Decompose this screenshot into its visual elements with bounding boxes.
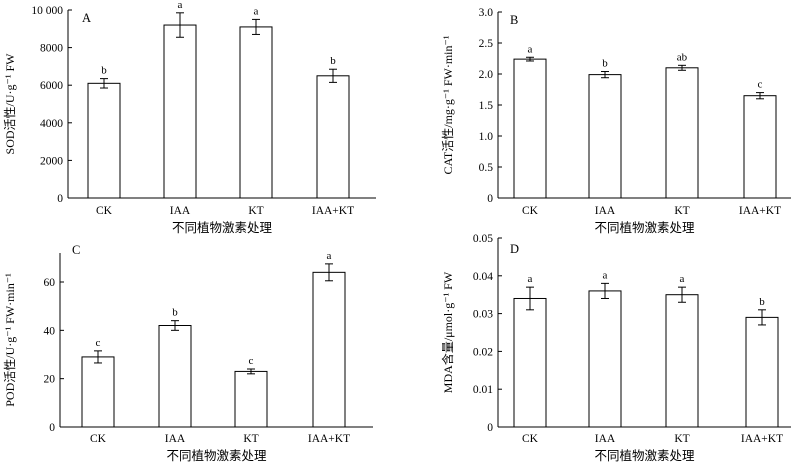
y-tick-label: 0 xyxy=(487,193,493,205)
y-tick-label: 0.04 xyxy=(473,271,493,283)
y-tick-label: 2.0 xyxy=(479,69,494,81)
y-tick-label: 0.01 xyxy=(473,384,493,396)
x-category-label: KT xyxy=(243,433,258,445)
bar-iaa-kt xyxy=(316,75,350,199)
significance-letter: a xyxy=(603,269,608,281)
x-category-label: CK xyxy=(90,433,107,445)
y-tick-label: 10 000 xyxy=(31,5,63,17)
panel-letter: D xyxy=(510,242,519,256)
x-category-label: IAA+KT xyxy=(308,433,350,445)
y-axis-label: CAT活性/mg·g⁻¹ FW·min⁻¹ xyxy=(441,35,455,174)
x-axis-label: 不同植物激素处理 xyxy=(594,448,695,463)
significance-letter: c xyxy=(249,355,254,367)
bar-kt xyxy=(665,67,699,199)
bar-iaa-kt xyxy=(312,271,346,428)
x-axis-label: 不同植物激素处理 xyxy=(166,448,267,463)
x-axis-label: 不同植物激素处理 xyxy=(594,220,695,235)
y-tick-label: 60 xyxy=(44,277,56,289)
bar-iaa xyxy=(158,325,192,428)
y-tick-label: 0 xyxy=(487,422,493,434)
significance-letter: a xyxy=(528,273,533,285)
y-tick-label: 0 xyxy=(57,193,63,205)
y-axis-label: SOD活性/U·g⁻¹ FW xyxy=(3,53,17,155)
y-tick-label: 0.03 xyxy=(473,309,493,321)
x-category-label: IAA+KT xyxy=(739,205,781,217)
significance-letter: b xyxy=(101,65,107,77)
panel-letter: B xyxy=(510,13,518,27)
panel-letter: C xyxy=(72,243,80,257)
y-tick-label: 6000 xyxy=(40,80,63,92)
x-category-label: KT xyxy=(674,205,689,217)
bar-iaa xyxy=(588,290,622,428)
panel-b-cat-chart: 0 0.5 1.0 1.5 2.0 2.5 3.0 a CK b IAA ab KT c IAA+KT 不同植… xyxy=(441,7,791,235)
x-category-label: IAA xyxy=(170,205,191,217)
bar-ck xyxy=(513,297,547,428)
y-tick-label: 2.5 xyxy=(479,38,494,50)
x-category-label: KT xyxy=(674,433,689,445)
panel-d-mda-chart: 0 0.01 0.02 0.03 0.04 0.05 a CK a IAA a KT b IAA+KT 不同… xyxy=(440,233,791,463)
y-tick-label: 20 xyxy=(44,374,56,386)
panel-a-sod-chart: 0 2000 4000 6000 8000 10 000 b CK a IAA a KT b IAA+KT… xyxy=(3,0,376,235)
significance-letter: b xyxy=(602,58,608,70)
significance-letter: b xyxy=(759,296,765,308)
x-category-label: CK xyxy=(522,433,539,445)
y-tick-label: 0 xyxy=(49,422,55,434)
x-category-label: CK xyxy=(96,205,113,217)
panel-letter: A xyxy=(82,11,91,25)
y-tick-label: 0.05 xyxy=(473,233,493,245)
bar-iaa xyxy=(163,24,197,199)
y-tick-label: 2000 xyxy=(40,155,63,167)
significance-letter: ab xyxy=(677,51,688,63)
x-category-label: IAA xyxy=(595,433,616,445)
bar-iaa xyxy=(588,74,622,199)
y-tick-label: 0.5 xyxy=(479,162,494,174)
significance-letter: a xyxy=(528,43,533,55)
y-tick-label: 1.5 xyxy=(479,100,494,112)
significance-letter: a xyxy=(680,273,685,285)
bar-ck xyxy=(513,58,547,199)
significance-letter: b xyxy=(330,55,336,67)
significance-letter: c xyxy=(758,79,763,91)
x-category-label: IAA xyxy=(595,205,616,217)
bar-ck xyxy=(87,82,121,199)
x-category-label: IAA+KT xyxy=(312,205,354,217)
x-axis-label: 不同植物激素处理 xyxy=(172,220,273,235)
y-tick-label: 0.02 xyxy=(473,346,493,358)
y-tick-label: 40 xyxy=(44,325,56,337)
y-axis-label: POD活性/U·g⁻¹ FW·min⁻¹ xyxy=(3,273,17,407)
x-category-label: IAA+KT xyxy=(741,433,783,445)
bar-kt xyxy=(239,26,273,199)
bar-iaa-kt xyxy=(743,95,777,199)
x-category-label: KT xyxy=(248,205,263,217)
bar-kt xyxy=(665,294,699,428)
x-category-label: IAA xyxy=(165,433,186,445)
significance-letter: c xyxy=(96,337,101,349)
y-tick-label: 4000 xyxy=(40,118,63,130)
bar-iaa-kt xyxy=(745,316,779,428)
bar-kt xyxy=(234,370,268,428)
panel-c-pod-chart: 0 20 40 60 c CK b IAA c KT a IAA+KT 不同植物激素处理 POD活性/U·… xyxy=(3,243,373,463)
significance-letter: b xyxy=(172,307,178,319)
y-tick-label: 3.0 xyxy=(479,7,494,19)
y-axis-label: MDA含量/μmol·g⁻¹ FW xyxy=(440,271,455,393)
y-tick-label: 1.0 xyxy=(479,131,494,143)
significance-letter: a xyxy=(254,5,259,17)
x-category-label: CK xyxy=(522,205,539,217)
significance-letter: a xyxy=(178,0,183,11)
y-tick-label: 8000 xyxy=(40,43,63,55)
bar-ck xyxy=(81,356,115,428)
significance-letter: a xyxy=(327,250,332,262)
